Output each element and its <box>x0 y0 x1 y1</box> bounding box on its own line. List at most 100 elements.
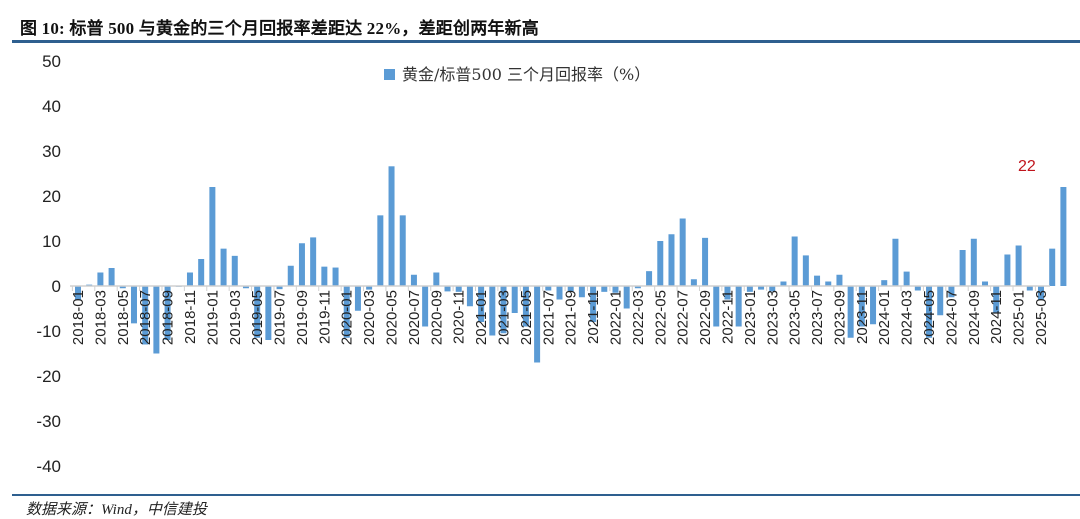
bar-2024-10 <box>982 281 989 286</box>
x-tick-label: 2019-11 <box>316 290 333 344</box>
bar-series <box>75 166 1067 363</box>
bar-2018-12 <box>198 259 205 286</box>
bar-2020-07 <box>410 274 417 286</box>
x-tick-label: 2021-11 <box>585 290 602 344</box>
x-tick-label: 2018-09 <box>160 290 177 345</box>
bar-2022-01 <box>612 286 619 293</box>
bar-2019-09 <box>298 243 305 286</box>
x-tick-label: 2022-01 <box>607 290 624 345</box>
bar-2021-06 <box>534 286 541 363</box>
bar-2021-01 <box>478 286 485 322</box>
x-tick-label: 2021-01 <box>473 290 490 345</box>
x-tick-label: 2023-11 <box>854 290 871 344</box>
x-tick-label: 2020-05 <box>384 290 401 345</box>
bar-2021-08 <box>556 286 563 300</box>
bar-2024-05 <box>926 286 933 338</box>
x-tick-label: 2020-03 <box>361 290 378 345</box>
x-tick-label: 2020-01 <box>339 290 356 345</box>
x-tick-label: 2024-05 <box>921 290 938 345</box>
x-tick-label: 2018-01 <box>70 290 87 345</box>
bar-2019-02 <box>220 248 227 286</box>
bar-2020-12 <box>466 286 473 307</box>
bar-2023-09 <box>836 274 843 286</box>
x-tick-label: 2023-03 <box>764 290 781 345</box>
bar-2022-09 <box>702 237 709 286</box>
x-tick-label: 2023-01 <box>742 290 759 345</box>
bar-2021-05 <box>522 286 529 327</box>
x-tick-label: 2021-03 <box>496 290 513 345</box>
bar-2024-06 <box>937 286 944 316</box>
bar-2021-10 <box>578 286 585 298</box>
x-tick-label: 2019-07 <box>272 290 289 345</box>
bar-2020-09 <box>433 272 440 286</box>
bar-2019-01 <box>209 187 216 286</box>
bar-2019-03 <box>231 255 238 286</box>
bar-2020-01 <box>343 286 350 338</box>
title-divider <box>12 40 1080 43</box>
bar-2023-12 <box>870 286 877 325</box>
bar-2025-01 <box>1015 245 1022 286</box>
bar-2019-08 <box>287 265 294 286</box>
y-tick-label: 10 <box>42 232 61 251</box>
zero-axis-line <box>70 285 1050 291</box>
bar-2024-03 <box>903 271 910 286</box>
bar-2024-08 <box>959 250 966 286</box>
x-tick-label: 2020-11 <box>451 290 468 344</box>
figure-title: 图 10: 标普 500 与黄金的三个月回报率差距达 22%，差距创两年新高 <box>20 19 540 38</box>
bar-2022-12 <box>735 286 742 327</box>
x-tick-label: 2022-09 <box>697 290 714 345</box>
bar-2022-07 <box>679 218 686 286</box>
bar-2019-06 <box>265 286 272 340</box>
bar-2023-11 <box>858 286 865 327</box>
bar-2018-01 <box>75 286 81 300</box>
bar-2020-03 <box>366 286 373 290</box>
x-tick-label: 2024-03 <box>899 290 916 345</box>
bar-2024-02 <box>892 238 899 286</box>
source-note: 数据来源：Wind，中信建投 <box>26 502 207 518</box>
bar-2018-11 <box>186 272 193 286</box>
bar-2021-04 <box>511 286 518 313</box>
x-tick-label: 2024-09 <box>966 290 983 345</box>
bar-2022-10 <box>713 286 720 327</box>
x-tick-label: 2019-09 <box>294 290 311 345</box>
bar-2022-06 <box>668 234 675 286</box>
bar-2023-03 <box>769 286 776 292</box>
bar-2022-03 <box>634 286 641 289</box>
annotation-label: 22 <box>1018 158 1036 175</box>
x-tick-label: 2022-11 <box>719 290 736 344</box>
bar-2019-10 <box>310 237 317 286</box>
bar-2020-08 <box>422 286 429 327</box>
x-tick-label: 2018-05 <box>115 290 132 345</box>
y-axis: 50 40 30 20 10 0 -10 -20 -30 -40 <box>36 52 61 476</box>
bar-2018-03 <box>97 272 104 286</box>
x-tick-label: 2021-07 <box>540 290 557 345</box>
bar-2018-06 <box>130 286 137 324</box>
bar-2024-11 <box>993 286 1000 313</box>
x-tick-label: 2024-07 <box>943 290 960 345</box>
bar-2020-11 <box>455 286 462 292</box>
x-tick-label: 2025-03 <box>1033 290 1050 345</box>
x-tick-label: 2019-05 <box>249 290 266 345</box>
y-tick-label: 40 <box>42 97 61 116</box>
y-tick-label: 0 <box>52 277 61 296</box>
bar-2018-04 <box>108 268 115 286</box>
annotation-22: 22 <box>1018 158 1036 175</box>
bar-2020-02 <box>354 286 361 311</box>
x-tick-label: 2018-03 <box>92 290 109 345</box>
bar-2020-05 <box>388 166 395 286</box>
y-tick-label: -30 <box>36 412 61 431</box>
x-tick-label: 2019-03 <box>227 290 244 345</box>
bar-2023-10 <box>847 286 854 338</box>
bar-2023-06 <box>802 255 809 286</box>
bar-2019-04 <box>242 286 249 289</box>
bar-2023-05 <box>791 236 798 286</box>
bar-2018-08 <box>153 286 160 354</box>
bar-2023-08 <box>825 281 832 286</box>
source-divider <box>12 494 1080 496</box>
bar-2022-04 <box>646 271 653 286</box>
x-tick-label: 2018-11 <box>182 290 199 344</box>
bar-2019-07 <box>276 286 283 290</box>
bar-2021-03 <box>500 286 507 334</box>
bar-2023-04 <box>780 281 787 286</box>
